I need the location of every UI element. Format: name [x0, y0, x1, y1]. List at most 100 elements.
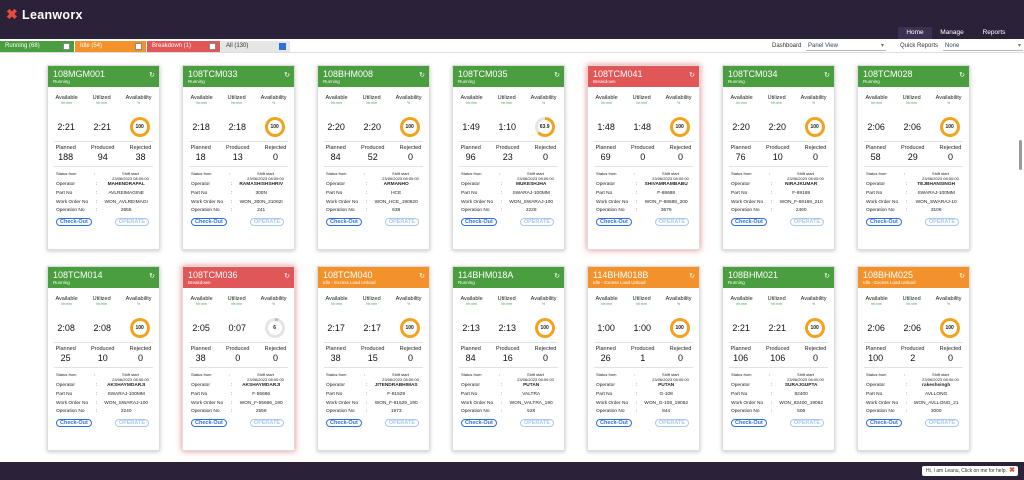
dashboard-select[interactable]: Panel View [806, 41, 886, 51]
machine-card[interactable]: 114BHM018B Idle - Excess Load Unload ↻ Avai… [587, 266, 700, 451]
availability-unit: % [812, 302, 816, 306]
operator-value: ARMANHO [383, 182, 409, 187]
check-out-button[interactable]: Check-Out [731, 218, 767, 227]
filter-breakdown-checkbox[interactable] [209, 43, 216, 50]
refresh-icon[interactable]: ↻ [959, 273, 965, 280]
help-text: Hi, I am Leanu, Click on me for help. [926, 468, 1007, 474]
machine-card-header: 108TCM035 Running ↻ [453, 66, 564, 87]
nav-manage[interactable]: Manage [940, 29, 964, 36]
operate-button[interactable]: OPERATE [114, 218, 149, 227]
machine-card[interactable]: 108TCM028 Running ↻ Available hh:mm Utilized h… [857, 65, 970, 250]
machine-card[interactable]: 108BHM025 Idle - Excess Load Unload ↻ Avail… [857, 266, 970, 451]
operate-button[interactable]: OPERATE [654, 218, 689, 227]
refresh-icon[interactable]: ↻ [959, 72, 965, 79]
operate-button[interactable]: OPERATE [249, 218, 284, 227]
machine-card[interactable]: 108TCM033 Running ↻ Available hh:mm Utilized h… [182, 65, 295, 250]
machine-card[interactable]: 114BHM018A Running ↻ Available hh:mm Utilized… [452, 266, 565, 451]
check-out-button[interactable]: Check-Out [731, 419, 767, 428]
check-out-button[interactable]: Check-Out [461, 419, 497, 428]
status-from-label: Status from [596, 171, 617, 176]
colon: : [96, 409, 98, 415]
operation-no-value: 2559 [255, 409, 267, 415]
refresh-icon[interactable]: ↻ [554, 273, 560, 280]
operate-button[interactable]: OPERATE [384, 419, 419, 428]
availability-gauge: 100 [399, 117, 420, 137]
available-label: Available [730, 296, 753, 302]
quick-reports-select[interactable]: None [943, 41, 1023, 51]
check-out-button[interactable]: Check-Out [596, 419, 632, 428]
operate-button[interactable]: OPERATE [924, 218, 959, 227]
machine-name: 108TCM040 [323, 270, 373, 280]
check-out-button[interactable]: Check-Out [866, 419, 902, 428]
check-out-button[interactable]: Check-Out [56, 419, 92, 428]
filter-breakdown[interactable]: Breakdown (1) [147, 41, 220, 52]
check-out-button[interactable]: Check-Out [866, 218, 902, 227]
rejected-value: 0 [948, 152, 954, 162]
check-out-button[interactable]: Check-Out [191, 419, 227, 428]
operate-button[interactable]: OPERATE [384, 218, 419, 227]
check-out-button[interactable]: Check-Out [326, 218, 362, 227]
leanworx-logo[interactable]: ✖ Leanworx [6, 6, 83, 23]
rejected-label: Rejected [804, 346, 827, 352]
operate-button[interactable]: OPERATE [249, 419, 284, 428]
check-out-button[interactable]: Check-Out [326, 419, 362, 428]
refresh-icon[interactable]: ↻ [419, 273, 425, 280]
machine-card[interactable]: 108TCM035 Running ↻ Available hh:mm Utilized h… [452, 65, 565, 250]
availability-label: Availability [935, 95, 962, 101]
machine-status: Running [323, 79, 340, 84]
availability-label: Availability [530, 95, 557, 101]
operate-button[interactable]: OPERATE [654, 419, 689, 428]
filter-idle[interactable]: Idle (54) [75, 41, 146, 52]
refresh-icon[interactable]: ↻ [824, 72, 830, 79]
refresh-icon[interactable]: ↻ [149, 273, 155, 280]
filter-idle-checkbox[interactable] [135, 43, 142, 50]
work-order-value: WON_82400_19062 [779, 400, 824, 406]
operator-label: Operator [326, 182, 345, 187]
rejected-value: 0 [408, 152, 414, 162]
machine-card[interactable]: 108BHM021 Running ↻ Available hh:mm Utilized h… [722, 266, 835, 451]
refresh-icon[interactable]: ↻ [149, 72, 155, 79]
operate-button[interactable]: OPERATE [519, 419, 554, 428]
scrollbar-thumb[interactable] [1019, 140, 1022, 170]
refresh-icon[interactable]: ↻ [824, 273, 830, 280]
check-out-button[interactable]: Check-Out [191, 218, 227, 227]
nav-home[interactable]: Home [898, 27, 932, 39]
refresh-icon[interactable]: ↻ [554, 72, 560, 79]
produced-value: 29 [907, 152, 918, 162]
nav-reports[interactable]: Reports [982, 29, 1006, 36]
machine-card[interactable]: 108TCM040 Idle - Excess Load Unload ↻ Avail… [317, 266, 430, 451]
refresh-icon[interactable]: ↻ [419, 72, 425, 79]
machine-card[interactable]: 108BHM008 Running ↻ Available hh:mm Utilized h… [317, 65, 430, 250]
filter-running[interactable]: Running (68) [0, 41, 74, 52]
machine-name: 108TCM014 [53, 270, 103, 280]
operate-button[interactable]: OPERATE [114, 419, 149, 428]
operate-button[interactable]: OPERATE [519, 218, 554, 227]
filter-all-checkbox[interactable] [279, 43, 286, 50]
filter-all[interactable]: All (130) [221, 41, 290, 52]
planned-label: Planned [595, 346, 616, 352]
operate-button[interactable]: OPERATE [924, 419, 959, 428]
shift-start-label: Shift start [932, 372, 949, 377]
filter-running-checkbox[interactable] [63, 43, 70, 50]
work-order-label: Work Order No [326, 400, 359, 406]
machine-card[interactable]: 108MGM001 Running ↻ Available hh:mm Utilized h… [47, 65, 160, 250]
colon: : [771, 190, 773, 196]
planned-label: Planned [595, 145, 616, 151]
refresh-icon[interactable]: ↻ [284, 72, 290, 79]
machine-card[interactable]: 108TCM036 Breakdown ↻ Available hh:mm Utilize… [182, 266, 295, 451]
operate-button[interactable]: OPERATE [789, 419, 824, 428]
availability-gauge: 100 [264, 117, 285, 137]
availability-value: 100 [132, 120, 147, 134]
help-chip[interactable]: Hi, I am Leanu, Click on me for help. ✖ [922, 466, 1018, 476]
check-out-button[interactable]: Check-Out [596, 218, 632, 227]
refresh-icon[interactable]: ↻ [689, 273, 695, 280]
machine-card[interactable]: 108TCM041 Breakdown ↻ Available hh:mm Utilize… [587, 65, 700, 250]
check-out-button[interactable]: Check-Out [461, 218, 497, 227]
refresh-icon[interactable]: ↻ [689, 72, 695, 79]
machine-card[interactable]: 108TCM034 Running ↻ Available hh:mm Utilized h… [722, 65, 835, 250]
machine-card[interactable]: 108TCM014 Running ↻ Available hh:mm Utilized h… [47, 266, 160, 451]
operate-button[interactable]: OPERATE [789, 218, 824, 227]
refresh-icon[interactable]: ↻ [284, 273, 290, 280]
check-out-button[interactable]: Check-Out [56, 218, 92, 227]
availability-label: Availability [125, 95, 152, 101]
